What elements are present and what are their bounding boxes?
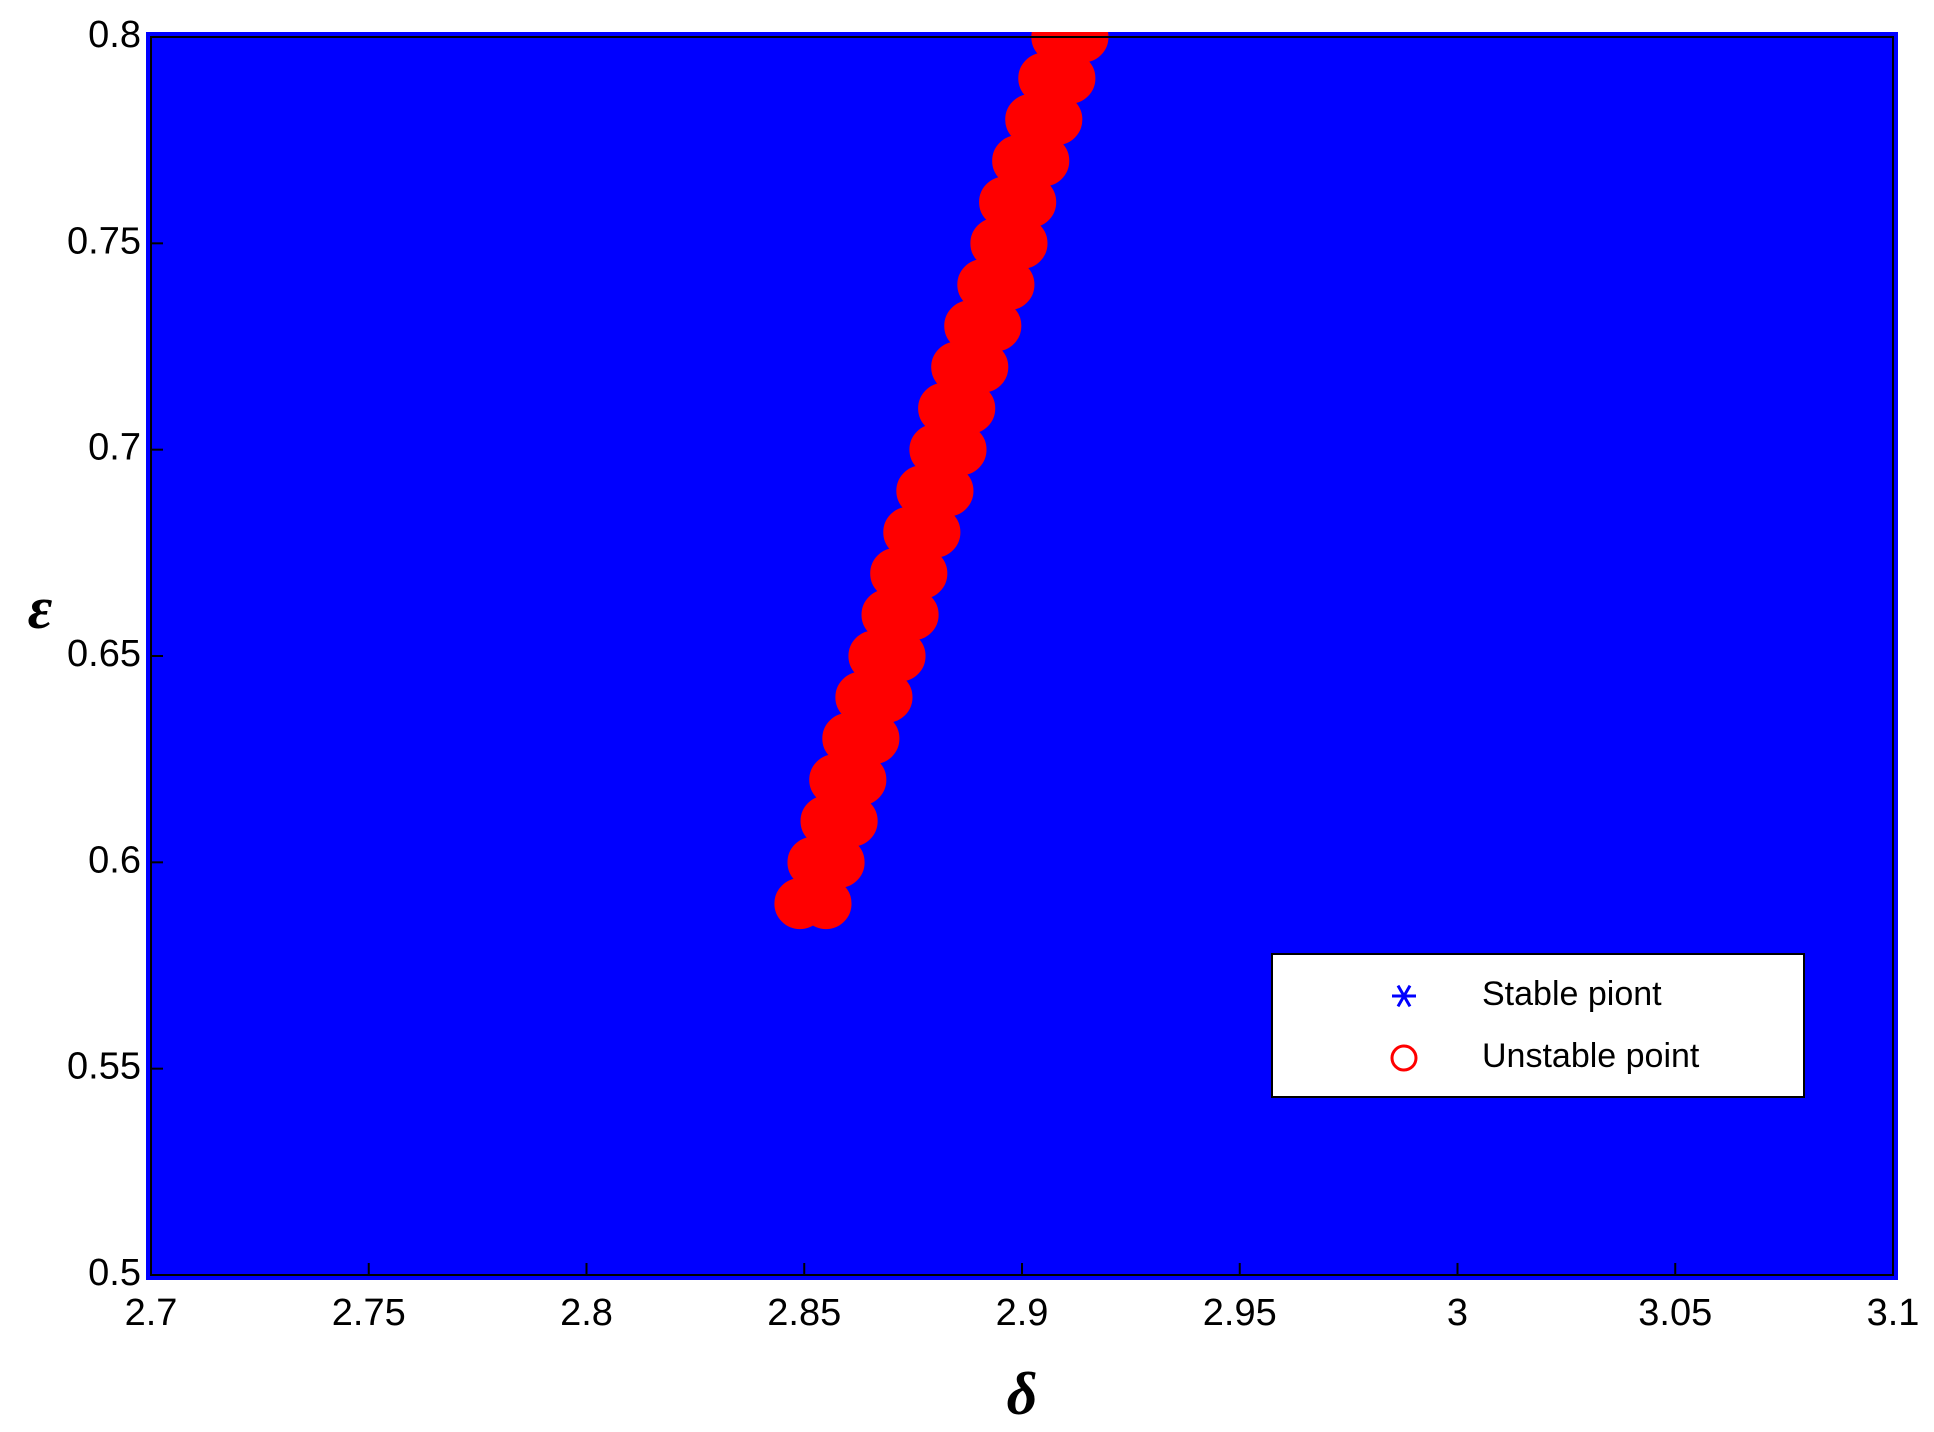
stable-point: [1783, 1170, 1898, 1280]
stable-point: [1565, 345, 1786, 554]
stable-point: [1565, 1170, 1786, 1280]
stable-point: [258, 345, 479, 554]
stable-point: [258, 758, 479, 967]
x-tick-label: 2.95: [1203, 1292, 1277, 1334]
stable-point: [912, 758, 1132, 967]
stable-point: [476, 139, 697, 348]
stable-point: [1565, 551, 1786, 761]
stable-point: [1783, 345, 1898, 554]
stable-point: [146, 964, 261, 1173]
stable-point: [1783, 139, 1898, 348]
stable-point: [146, 345, 261, 554]
stable-point: [1565, 758, 1786, 967]
stable-point: [1565, 139, 1786, 348]
x-axis-title: δ: [1007, 1361, 1038, 1427]
stable-point: [912, 551, 1132, 761]
y-axis-title: ε: [28, 575, 53, 641]
stable-point: [694, 139, 915, 348]
y-tick-label: 0.6: [88, 839, 141, 881]
stable-point: [1129, 345, 1350, 554]
stable-point: [476, 964, 697, 1173]
x-tick-label: 2.9: [996, 1292, 1049, 1334]
stable-point: [1347, 551, 1568, 761]
stable-point: [476, 551, 697, 761]
legend: Stable piont Unstable point: [1271, 953, 1805, 1098]
stable-point: [146, 32, 261, 142]
y-tick-label: 0.65: [67, 633, 141, 675]
stable-point: [146, 551, 261, 761]
stable-point: [912, 964, 1132, 1173]
x-tick-label: 3.05: [1638, 1292, 1712, 1334]
stable-point: [1783, 551, 1898, 761]
stable-point: [146, 758, 261, 967]
stable-point: [476, 345, 697, 554]
y-tick-label: 0.5: [88, 1252, 141, 1294]
stable-point: [694, 964, 915, 1173]
stable-point: [1347, 345, 1568, 554]
stable-point: [694, 1170, 915, 1280]
stable-point: [1129, 551, 1350, 761]
plot-area: [146, 32, 1898, 1280]
stable-point: [1347, 32, 1568, 142]
x-tick-label: 2.8: [560, 1292, 613, 1334]
x-tick-label: 2.7: [125, 1292, 178, 1334]
stable-point: [146, 139, 261, 348]
stable-point: [1129, 758, 1350, 967]
stable-point: [258, 964, 479, 1173]
x-tick-label: 3.1: [1867, 1292, 1920, 1334]
stable-point: [1783, 758, 1898, 967]
stable-point: [1347, 758, 1568, 967]
stable-point: [1129, 139, 1350, 348]
y-tick-label: 0.75: [67, 220, 141, 262]
y-tick-label: 0.8: [88, 14, 141, 56]
stable-point: [476, 758, 697, 967]
stable-point: [258, 551, 479, 761]
legend-marker: [1396, 984, 1412, 1008]
stable-point: [1783, 964, 1898, 1173]
legend-marker: [1390, 1044, 1418, 1072]
stable-point: [1565, 32, 1786, 142]
stable-point: [1783, 32, 1898, 142]
stable-point: [1129, 1170, 1350, 1280]
stable-point: [476, 1170, 697, 1280]
legend-label: Unstable point: [1482, 1037, 1700, 1075]
x-tick-label: 2.85: [767, 1292, 841, 1334]
stable-point: [694, 32, 915, 142]
stable-point: [1347, 139, 1568, 348]
stable-point: [1129, 32, 1350, 142]
legend-label: Stable piont: [1482, 975, 1662, 1013]
axes: 2.7 2.75 2.8 2.85 2.9 2.95 3 3.05 3.1 0.5 0.55 0.6 0…: [67, 14, 1919, 1334]
stable-point: [912, 1170, 1132, 1280]
y-tick-label: 0.55: [67, 1046, 141, 1088]
stable-point: [694, 345, 915, 554]
stable-point: [258, 1170, 479, 1280]
stable-point: [258, 139, 479, 348]
stable-point: [146, 1170, 261, 1280]
x-tick-label: 2.75: [332, 1292, 406, 1334]
legend-box: [1271, 953, 1805, 1098]
stable-point: [258, 32, 479, 142]
y-tick-label: 0.7: [88, 427, 141, 469]
stable-point: [476, 32, 697, 142]
x-tick-label: 3: [1447, 1292, 1468, 1334]
stable-point: [1347, 1170, 1568, 1280]
